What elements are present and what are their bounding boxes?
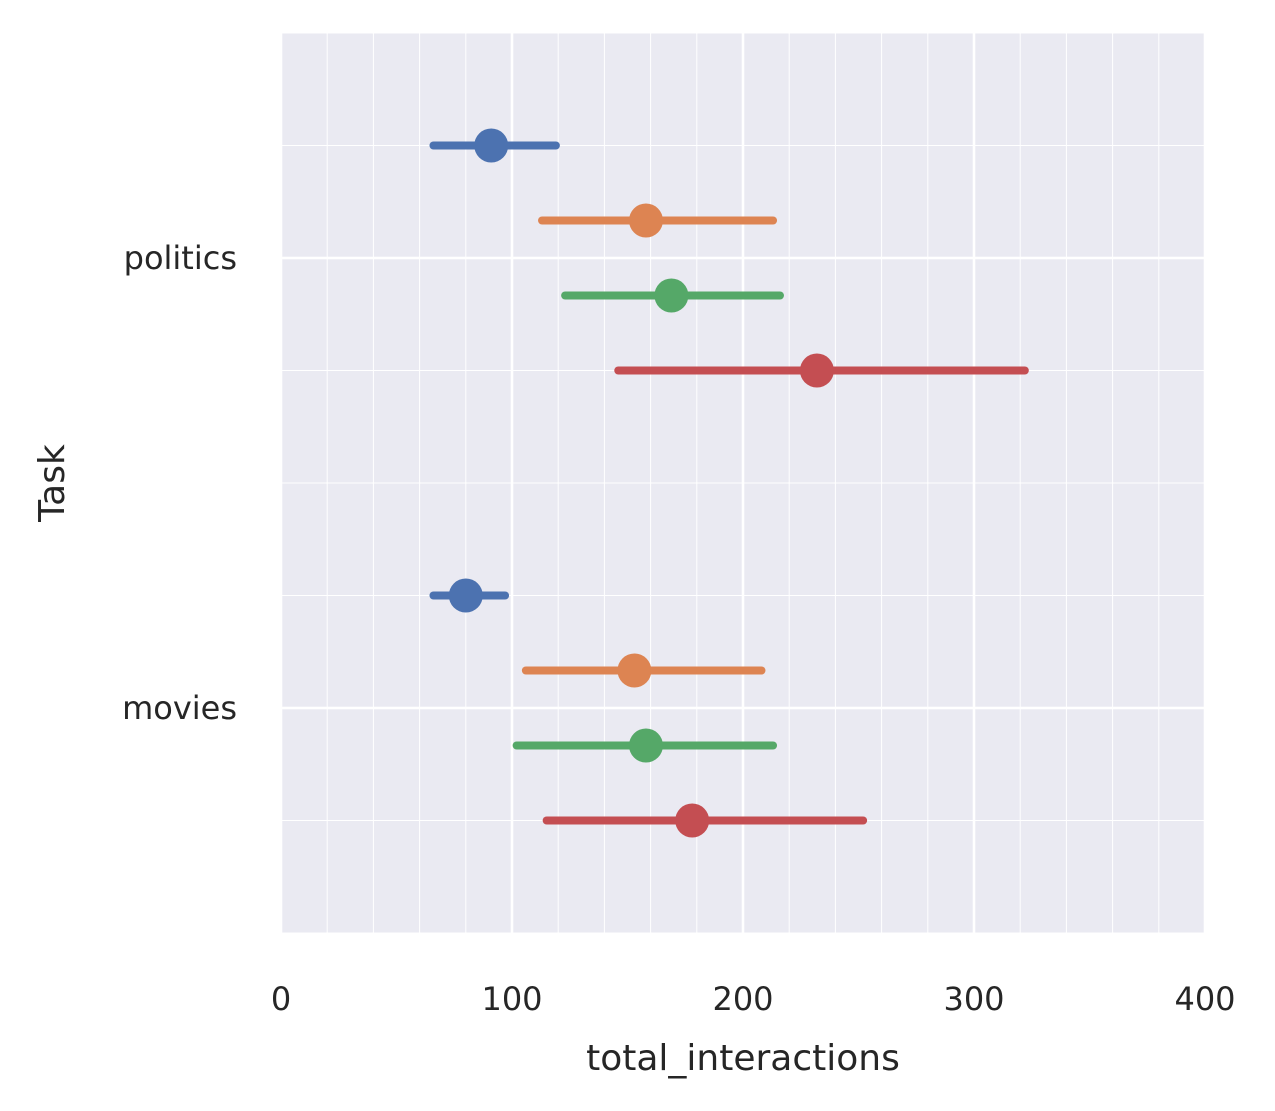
y-tick-label: politics	[124, 239, 237, 277]
grid	[279, 32, 1207, 934]
mean-point	[654, 278, 689, 313]
x-tick-labels: 0 100 200 300 400	[271, 980, 1236, 1018]
data-marks	[429, 128, 1029, 838]
mean-point	[474, 128, 509, 163]
mean-point	[799, 353, 834, 388]
x-tick-label: 300	[943, 980, 1004, 1018]
x-axis-label: total_interactions	[586, 1038, 900, 1079]
y-tick-labels: politics movies	[122, 239, 237, 727]
x-tick-label: 100	[481, 980, 542, 1018]
x-tick-label: 200	[712, 980, 773, 1018]
x-tick-label: 400	[1174, 980, 1235, 1018]
x-tick-label: 0	[271, 980, 291, 1018]
y-axis-label: Task	[32, 444, 73, 523]
mean-point	[628, 728, 663, 763]
mean-point	[628, 203, 663, 238]
y-tick-label: movies	[122, 689, 237, 727]
mean-point	[617, 653, 652, 688]
mean-point	[675, 803, 710, 838]
mean-point	[448, 578, 483, 613]
